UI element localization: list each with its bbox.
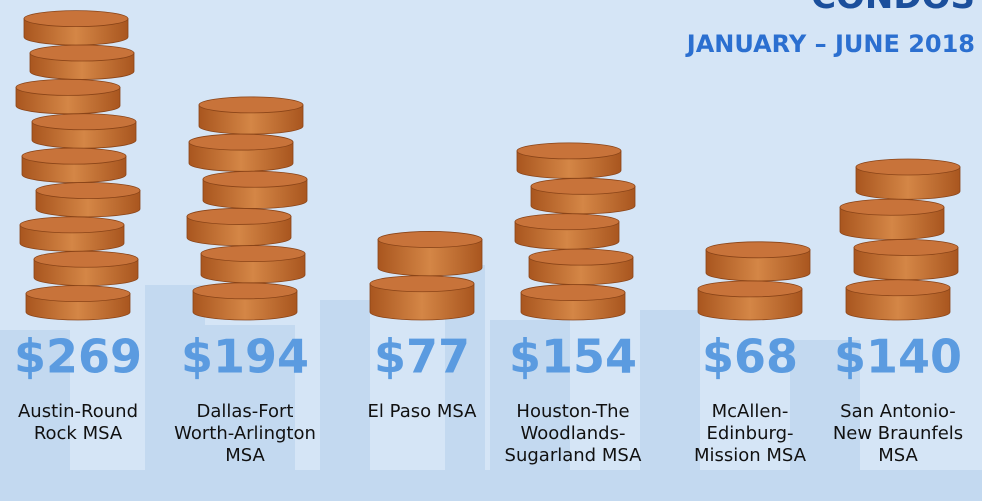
coin-top (705, 241, 811, 259)
coin-top (35, 182, 141, 199)
coin (697, 288, 803, 321)
coin-top (198, 96, 304, 114)
coin-top (25, 285, 131, 303)
coin-top (31, 113, 137, 131)
coin-top (188, 133, 294, 151)
coin (855, 166, 961, 200)
coin-stack (697, 241, 811, 321)
coin-top (839, 198, 945, 216)
coin-top (845, 279, 951, 297)
value-label: $154 (509, 330, 637, 384)
value-label: $269 (14, 330, 142, 384)
coin (839, 206, 945, 240)
coin-top (369, 275, 475, 293)
coin-top (21, 147, 127, 165)
coin-stack (514, 142, 636, 321)
coin-top (200, 245, 306, 263)
coin-stack (15, 10, 141, 321)
value-label: $194 (181, 330, 309, 384)
coin-top (528, 248, 634, 266)
coin-top (29, 44, 135, 62)
coin-top (202, 170, 308, 188)
coin-stack (369, 231, 483, 321)
value-label: $68 (702, 330, 798, 384)
coin-top (19, 216, 125, 234)
category-label: McAllen-Edinburg-Mission MSA (693, 401, 807, 466)
coin (377, 239, 483, 277)
category-label: El Paso MSA (367, 401, 477, 422)
coin-top (853, 239, 959, 256)
coin-top (23, 10, 129, 28)
coin (369, 283, 475, 321)
chart-title: CONDOS (811, 0, 975, 17)
value-label: $140 (834, 330, 962, 384)
coin-top (516, 142, 622, 160)
coin-top (514, 213, 620, 231)
category-label: Houston-The Woodlands-Sugarland MSA (504, 401, 642, 466)
coin-top (530, 177, 636, 195)
category-label: Austin-Round Rock MSA (17, 401, 138, 444)
coin-top (377, 231, 483, 248)
coin-top (186, 208, 292, 225)
chart-subtitle: JANUARY – JUNE 2018 (685, 30, 975, 58)
coin (705, 249, 811, 282)
coin-top (15, 78, 121, 96)
coin-stack (839, 158, 961, 321)
coin-top (33, 250, 139, 268)
coin-top (855, 158, 961, 176)
category-label: Dallas-Fort Worth-Arlington MSA (174, 401, 316, 466)
coin (845, 287, 951, 321)
coin-top (192, 282, 298, 300)
coin-stack (186, 96, 308, 321)
coin (853, 247, 959, 281)
coin-top (697, 280, 803, 298)
category-label: San Antonio-New Braunfels MSA (832, 401, 964, 466)
value-label: $77 (374, 330, 470, 384)
skyline (0, 265, 982, 501)
coin-top (520, 284, 626, 301)
